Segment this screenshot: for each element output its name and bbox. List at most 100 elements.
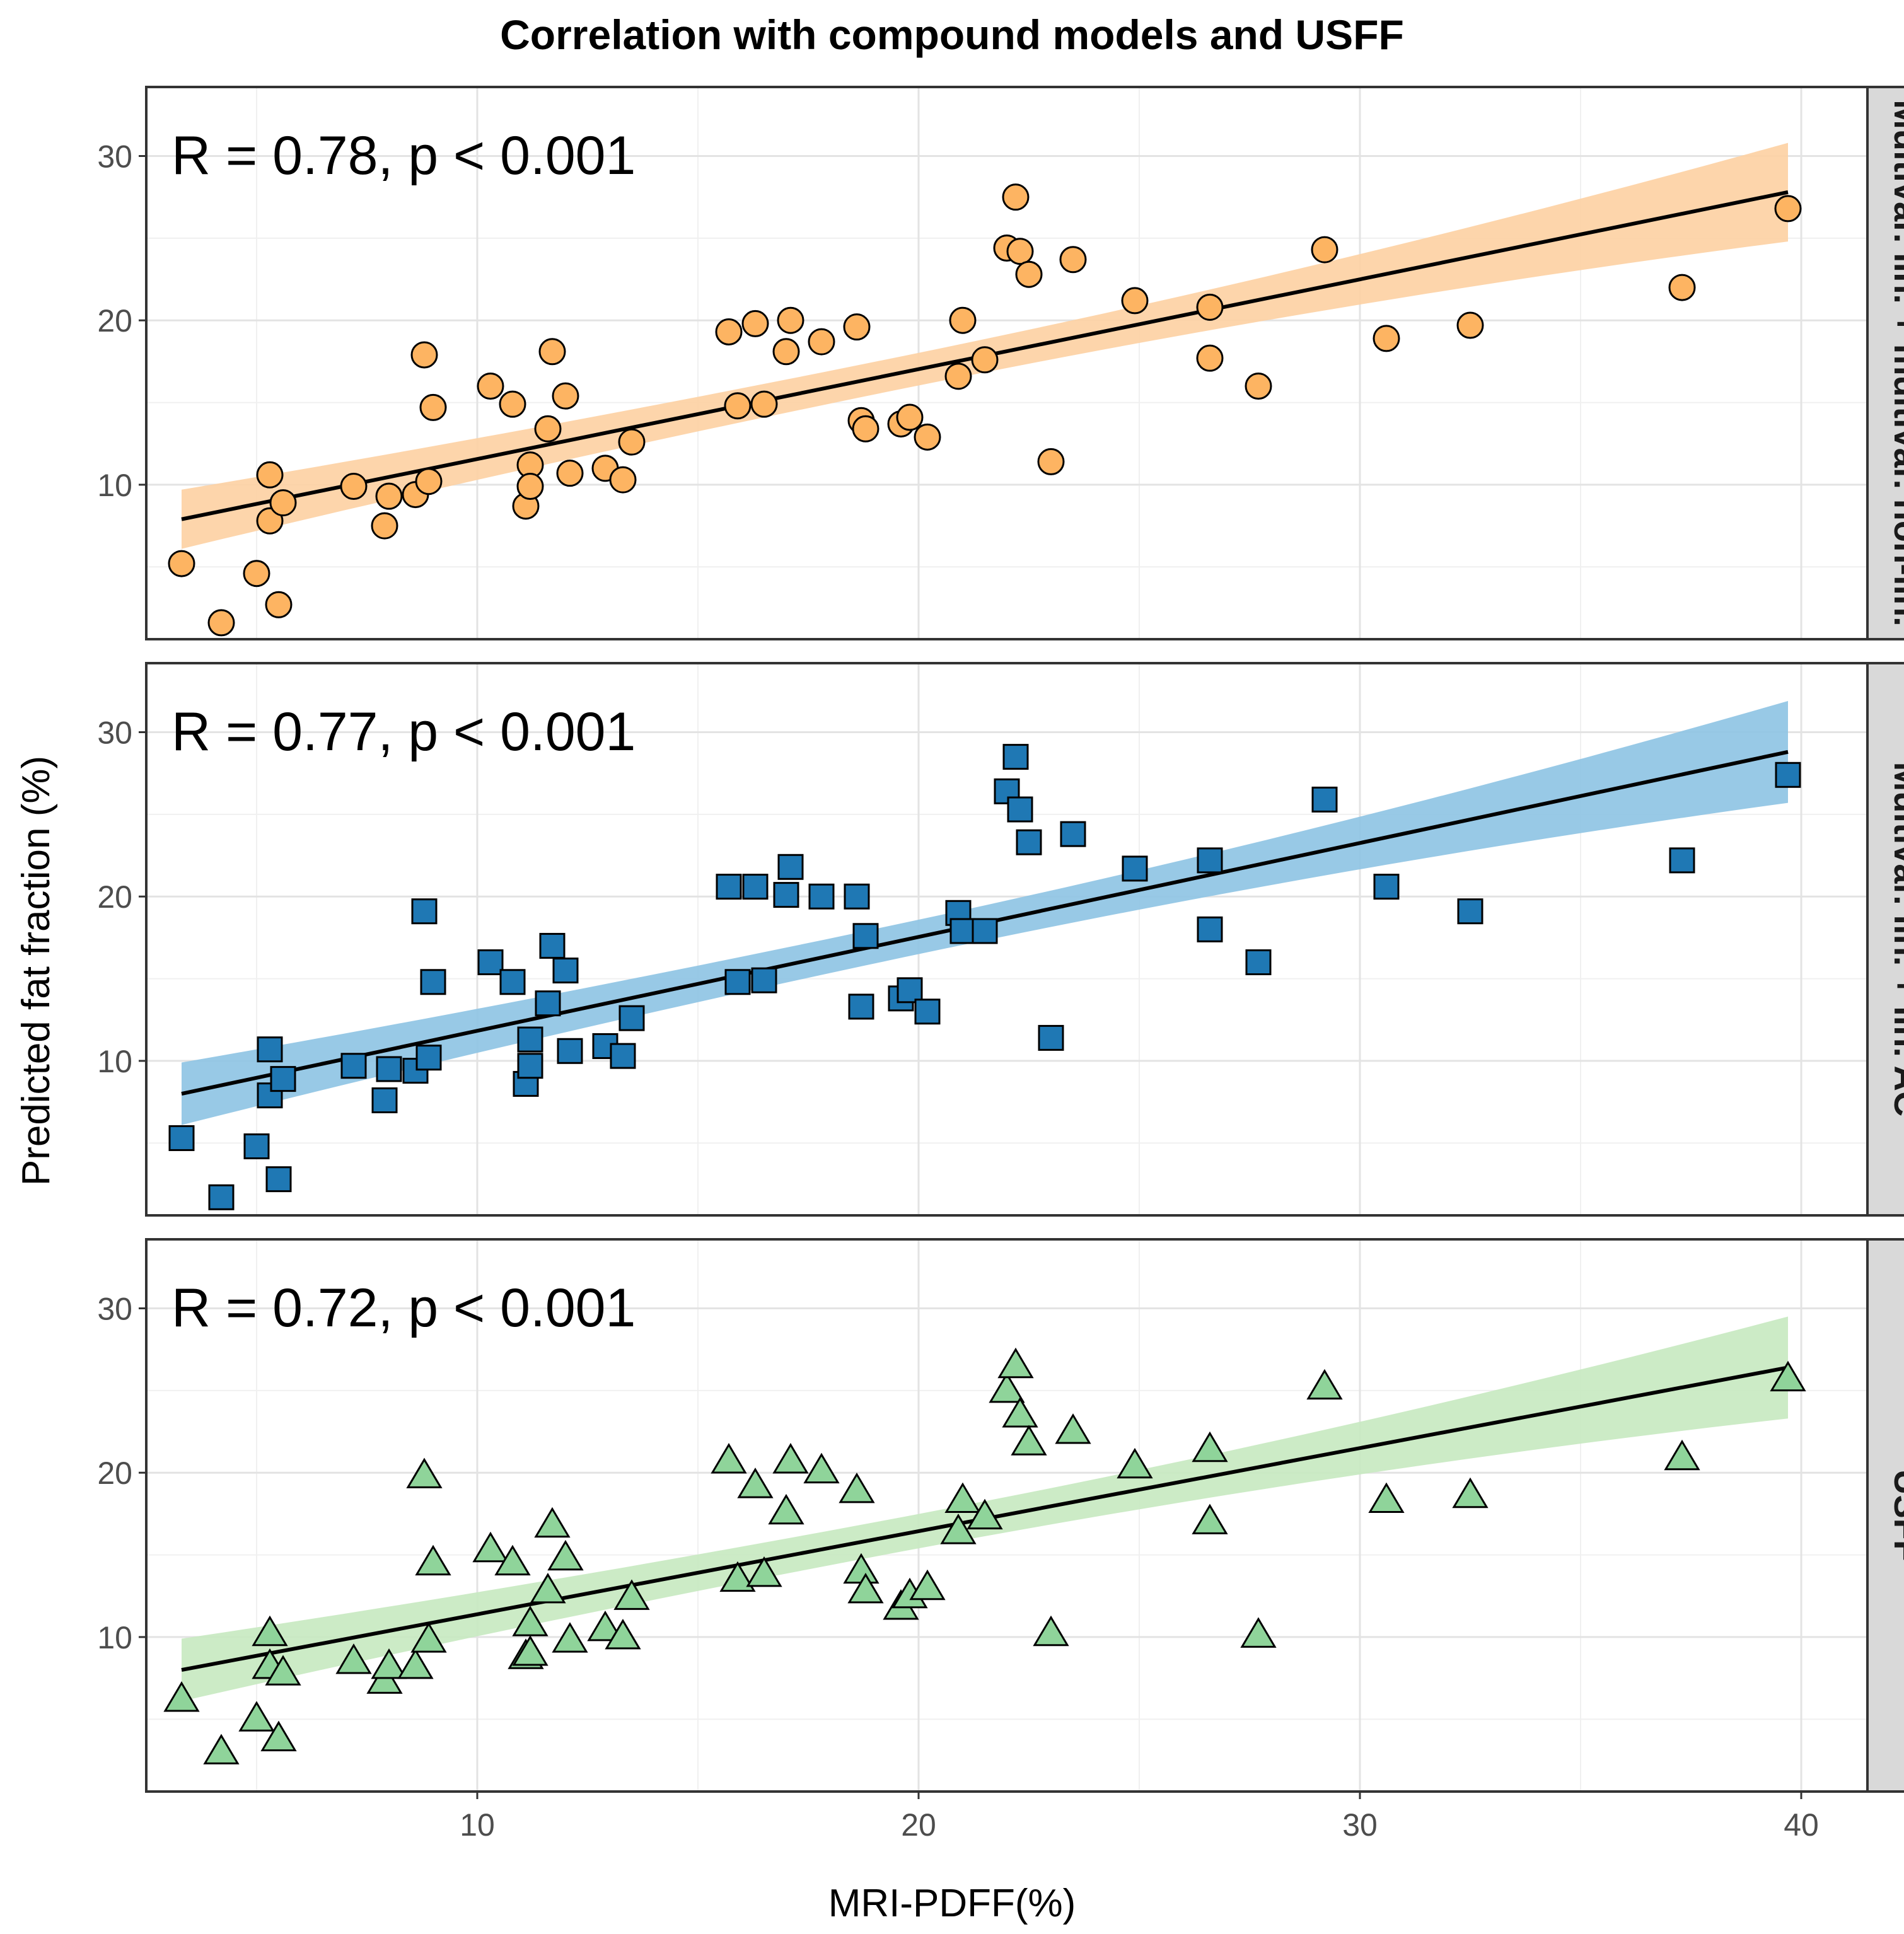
facet-panel-2: 10 20 30 R = 0.77, p < 0.001 Multivar. lin. … xyxy=(97,662,1904,1217)
data-point xyxy=(997,1347,1034,1379)
data-point xyxy=(944,362,972,390)
data-point xyxy=(547,1539,584,1571)
data-point xyxy=(724,969,751,995)
data-point xyxy=(499,969,526,995)
x-tick-label: 20 xyxy=(901,1807,936,1843)
data-point xyxy=(742,874,769,900)
data-point xyxy=(1121,287,1149,315)
facet-strip-label-group: Multivar. lin. + multivar. non-lin. xyxy=(1887,100,1904,626)
facet-strip-label: USFF xyxy=(1887,1469,1904,1561)
data-point xyxy=(772,1443,809,1474)
data-point xyxy=(1015,260,1043,288)
data-point xyxy=(1192,1431,1228,1462)
data-point xyxy=(410,341,438,369)
y-tick-label: 10 xyxy=(97,1044,132,1079)
data-point xyxy=(848,993,874,1020)
data-point xyxy=(1055,1413,1091,1444)
data-point xyxy=(1373,325,1400,352)
data-point xyxy=(203,1734,240,1764)
data-point xyxy=(269,489,297,517)
data-point xyxy=(750,390,778,418)
data-point xyxy=(1311,786,1338,813)
data-point xyxy=(419,393,447,421)
data-point xyxy=(539,932,566,959)
data-point xyxy=(371,512,398,540)
data-point xyxy=(914,999,941,1025)
data-point xyxy=(265,1166,292,1193)
data-point xyxy=(772,338,800,366)
correlation-annotation: R = 0.72, p < 0.001 xyxy=(171,1278,636,1338)
data-point xyxy=(534,415,562,443)
data-point xyxy=(256,507,284,535)
data-point xyxy=(949,918,976,944)
data-point xyxy=(1192,1503,1228,1534)
data-point xyxy=(914,423,941,451)
data-point xyxy=(538,338,566,366)
data-point xyxy=(420,969,446,995)
y-tick-label: 30 xyxy=(97,715,132,751)
data-point xyxy=(472,1531,509,1563)
y-tick-label: 30 xyxy=(97,1292,132,1327)
data-point xyxy=(1037,448,1065,475)
data-point xyxy=(1197,916,1223,942)
data-point xyxy=(989,1372,1025,1403)
data-point xyxy=(1038,1024,1064,1051)
data-point xyxy=(415,1544,451,1576)
y-tick-label: 20 xyxy=(97,1456,132,1491)
x-tick-label: 30 xyxy=(1342,1807,1378,1843)
data-point xyxy=(844,883,870,910)
data-point xyxy=(340,1053,367,1079)
y-tick-label: 20 xyxy=(97,879,132,915)
data-point xyxy=(238,1701,275,1732)
data-point xyxy=(1306,1369,1343,1400)
x-axis: 10 20 30 40 xyxy=(460,1792,1819,1843)
confidence-band xyxy=(182,142,1788,549)
data-point xyxy=(605,1618,641,1650)
data-point xyxy=(1664,1439,1700,1471)
data-point xyxy=(517,1053,543,1079)
data-point xyxy=(265,1655,301,1686)
data-point xyxy=(1196,344,1224,372)
data-point xyxy=(1457,898,1483,925)
data-point xyxy=(768,1493,804,1525)
data-point xyxy=(940,1514,977,1544)
data-point xyxy=(1245,373,1272,400)
facet-strip-label: Multivar. lin. + lin. AC xyxy=(1887,762,1904,1117)
correlation-annotation: R = 0.77, p < 0.001 xyxy=(171,702,636,762)
data-point xyxy=(618,1005,645,1031)
data-point xyxy=(843,313,871,341)
data-point xyxy=(972,918,998,944)
data-point xyxy=(375,482,403,510)
data-point xyxy=(1002,744,1029,770)
confidence-band xyxy=(182,701,1788,1125)
data-point xyxy=(1368,1482,1405,1514)
data-point xyxy=(168,1125,195,1151)
data-point xyxy=(1245,949,1272,975)
data-point xyxy=(535,990,561,1017)
data-point xyxy=(208,1184,235,1210)
data-point xyxy=(477,949,504,975)
data-point xyxy=(847,1572,884,1604)
data-point xyxy=(587,1610,624,1642)
data-point xyxy=(556,460,584,487)
data-point xyxy=(803,1452,840,1484)
data-point xyxy=(1456,311,1484,339)
data-point xyxy=(897,977,923,1004)
data-point xyxy=(371,1087,398,1113)
facet-strip xyxy=(1866,662,1904,1217)
data-point xyxy=(1775,761,1801,788)
data-point xyxy=(552,382,579,410)
data-point xyxy=(610,1043,636,1069)
data-point xyxy=(517,1026,543,1053)
data-point xyxy=(746,1556,782,1587)
data-point xyxy=(967,1498,1003,1530)
data-point xyxy=(243,560,270,588)
data-point xyxy=(909,1569,946,1601)
data-point xyxy=(808,328,835,356)
data-point xyxy=(839,1472,875,1503)
y-tick-label: 20 xyxy=(97,303,132,339)
data-point xyxy=(252,1615,288,1647)
data-point xyxy=(716,874,742,900)
data-point xyxy=(1016,829,1042,855)
